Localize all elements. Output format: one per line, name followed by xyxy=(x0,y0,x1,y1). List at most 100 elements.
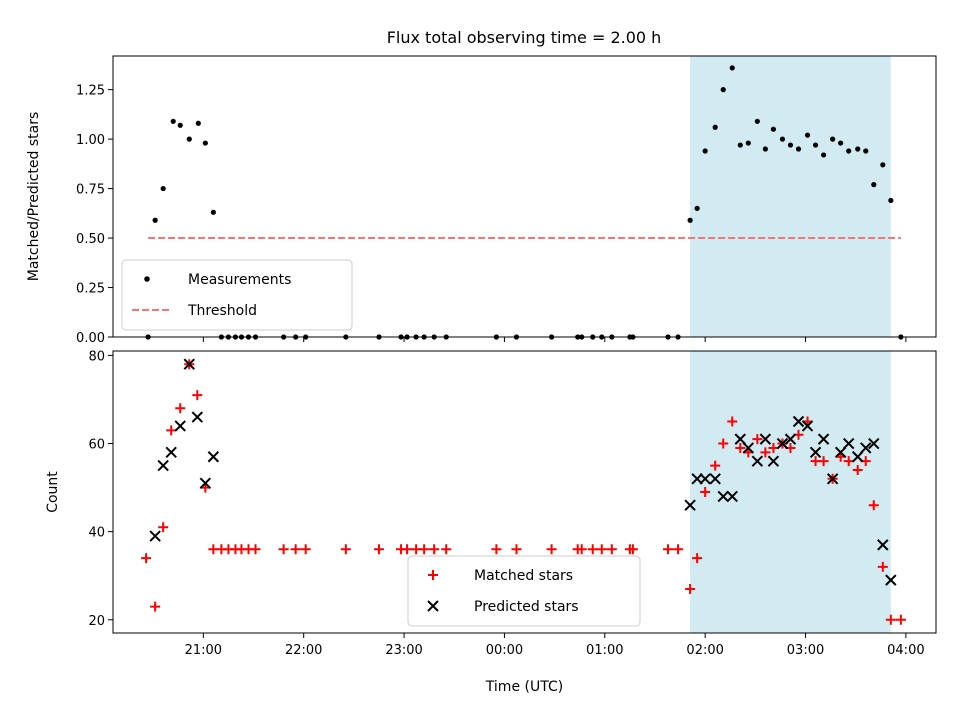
legend-marker-plus xyxy=(428,570,438,580)
data-point xyxy=(186,136,192,142)
data-point xyxy=(174,420,186,432)
data-point xyxy=(627,544,638,555)
data-point xyxy=(192,390,203,401)
y-tick-label: 20 xyxy=(88,614,105,629)
data-point xyxy=(606,544,617,555)
x-tick-label: 21:00 xyxy=(185,643,222,658)
data-point xyxy=(880,162,886,168)
legend-box xyxy=(407,555,641,627)
data-point xyxy=(888,197,894,204)
data-point xyxy=(687,217,693,223)
x-tick-label: 04:00 xyxy=(887,643,924,658)
data-point xyxy=(402,544,413,555)
data-point xyxy=(429,544,440,555)
data-point xyxy=(742,442,755,454)
data-point xyxy=(826,473,839,485)
data-point xyxy=(175,403,186,414)
data-point xyxy=(685,583,696,594)
data-point xyxy=(663,544,674,555)
y-axis-label: Count xyxy=(45,471,61,513)
data-point xyxy=(587,544,598,555)
data-point xyxy=(735,442,746,453)
data-point xyxy=(702,148,708,154)
data-point xyxy=(820,152,827,158)
y-axis-label: Matched/Predicted stars xyxy=(26,112,42,282)
data-point xyxy=(699,473,711,485)
y-tick-label: 1.25 xyxy=(76,84,105,99)
data-point xyxy=(726,490,738,503)
data-point xyxy=(734,433,746,445)
data-point xyxy=(166,425,177,436)
series-matched-stars xyxy=(141,359,906,625)
data-point xyxy=(818,456,829,467)
data-point xyxy=(885,574,897,586)
legend-label: Predicted stars xyxy=(474,599,579,615)
data-point xyxy=(760,447,771,458)
y-tick-label: 1.00 xyxy=(76,133,105,148)
data-point xyxy=(694,205,700,211)
data-points xyxy=(141,358,906,625)
x-tick-label: 22:00 xyxy=(285,643,322,658)
data-point xyxy=(300,544,311,555)
data-point xyxy=(191,411,204,423)
data-point xyxy=(767,455,780,467)
data-point xyxy=(768,442,779,453)
y-tick-label: 0.50 xyxy=(76,232,105,247)
data-point xyxy=(710,460,721,471)
data-point xyxy=(165,446,177,459)
data-point xyxy=(752,434,763,445)
data-point xyxy=(855,146,861,152)
y-tick-label: 0.25 xyxy=(76,282,105,297)
data-point xyxy=(141,553,152,564)
data-point xyxy=(720,87,726,93)
ratio-panel: 0.00 0.25 0.50 0.75 1.00 1.25 Matched/Predicte… xyxy=(26,55,937,346)
legend-marker-cross xyxy=(427,600,439,612)
data-point xyxy=(152,217,158,223)
data-point xyxy=(149,530,161,542)
data-point xyxy=(195,120,201,126)
data-point xyxy=(684,499,696,511)
x-tick-label: 03:00 xyxy=(787,643,824,658)
y-tick-label: 60 xyxy=(88,438,105,453)
data-point xyxy=(202,140,208,146)
data-point xyxy=(157,459,169,472)
data-point xyxy=(751,455,764,467)
data-point xyxy=(692,553,703,564)
data-point xyxy=(576,544,587,555)
data-point xyxy=(784,433,797,445)
data-point xyxy=(419,544,430,555)
data-point xyxy=(838,140,844,146)
data-point xyxy=(511,544,522,555)
data-point xyxy=(712,124,718,130)
data-point xyxy=(150,601,161,612)
data-point xyxy=(809,446,822,459)
data-point xyxy=(779,136,786,142)
data-point xyxy=(792,415,805,428)
series-predicted-stars xyxy=(149,358,897,586)
data-point xyxy=(860,442,872,454)
y-tick-label: 40 xyxy=(88,526,105,541)
data-point xyxy=(727,416,738,427)
data-point xyxy=(207,451,220,463)
x-tick-label: 02:00 xyxy=(686,643,723,658)
x-tick-label: 01:00 xyxy=(586,643,623,658)
data-point xyxy=(863,148,869,154)
data-point xyxy=(160,185,166,192)
count-panel: 20 40 60 80 21:00 22:00 23:00 00:00 01:00 02:00 03… xyxy=(45,349,937,695)
data-point xyxy=(158,522,169,533)
data-point xyxy=(812,142,819,148)
data-point xyxy=(491,544,502,555)
data-point xyxy=(885,614,896,625)
data-point xyxy=(770,126,777,132)
data-point xyxy=(278,544,289,555)
data-point xyxy=(801,420,814,432)
legend-label: Threshold xyxy=(187,303,257,319)
data-point xyxy=(842,437,855,450)
data-point xyxy=(852,464,863,475)
data-point xyxy=(795,146,802,152)
data-point xyxy=(729,65,735,71)
data-point xyxy=(868,500,879,511)
data-point xyxy=(759,433,772,445)
legend-marker-dot xyxy=(144,276,150,282)
